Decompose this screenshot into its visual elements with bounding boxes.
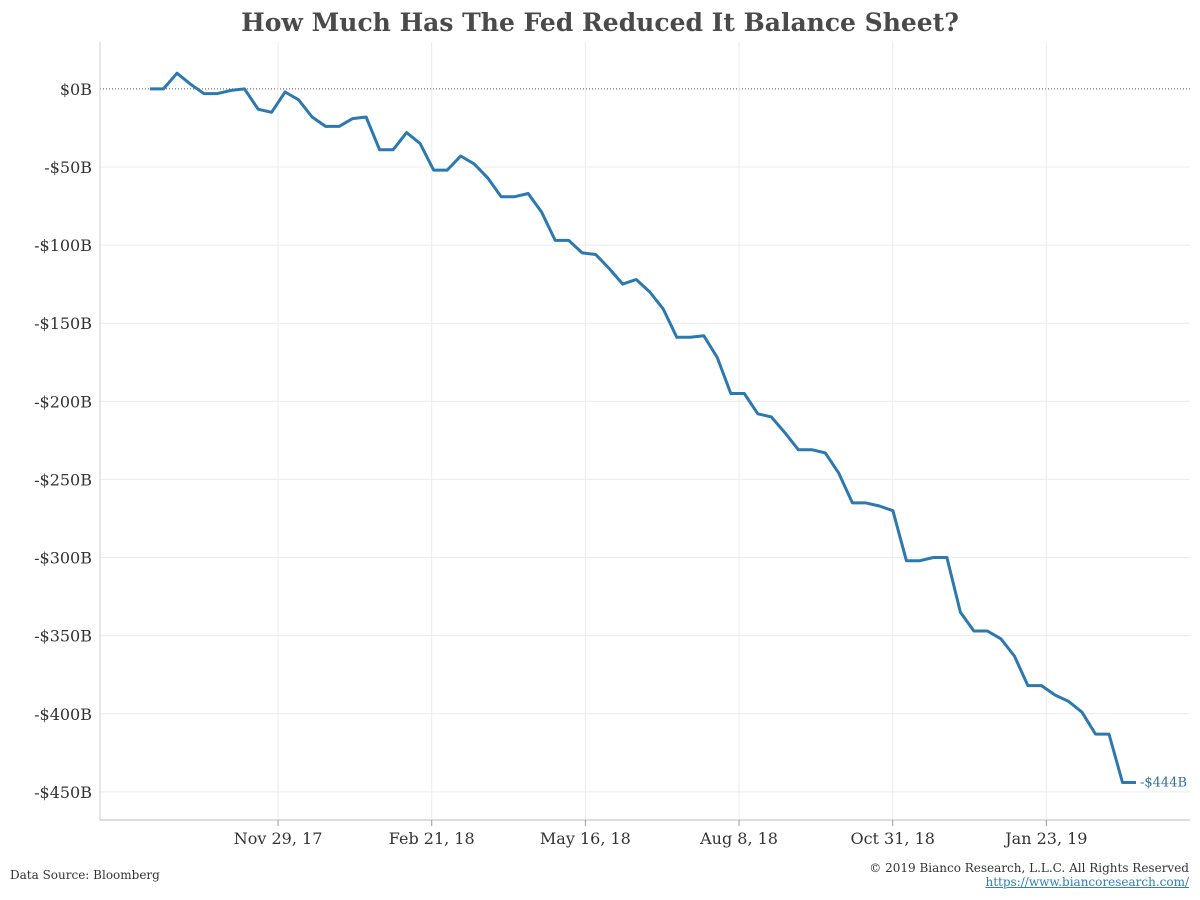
y-tick-label: -$50B (44, 158, 92, 177)
data-source-label: Data Source: Bloomberg (10, 868, 160, 882)
series-line (150, 71, 1136, 784)
x-tick-label: Feb 21, 18 (389, 829, 475, 848)
x-tick-label: Oct 31, 18 (850, 829, 934, 848)
copyright-label: © 2019 Bianco Research, L.L.C. All Right… (869, 861, 1189, 875)
x-axis-ticks: Nov 29, 17 Feb 21, 18 May 16, 18 Aug 8, 18 O… (234, 820, 1087, 848)
x-tick-label: May 16, 18 (540, 829, 631, 848)
grid-lines (100, 42, 1190, 820)
x-tick-label: Nov 29, 17 (234, 829, 323, 848)
y-tick-label: -$100B (34, 236, 92, 255)
y-tick-label: -$250B (34, 470, 92, 489)
y-tick-label: -$150B (34, 314, 92, 333)
series-group: -$444B (150, 71, 1187, 791)
y-tick-label: -$300B (34, 549, 92, 568)
axes (99, 42, 1190, 821)
x-tick-label: Jan 23, 19 (1003, 829, 1087, 848)
end-value-label: -$444B (1140, 776, 1187, 791)
x-tick-label: Aug 8, 18 (699, 829, 778, 848)
y-tick-label: -$400B (34, 705, 92, 724)
y-tick-label: -$450B (34, 783, 92, 802)
y-axis-ticks: $0B -$50B -$100B -$150B -$200B -$250B -$300B -$… (34, 80, 92, 802)
y-tick-label: $0B (60, 80, 92, 99)
y-tick-label: -$350B (34, 627, 92, 646)
website-link[interactable]: https://www.biancoresearch.com/ (985, 875, 1189, 889)
y-tick-label: -$200B (34, 392, 92, 411)
chart-title: How Much Has The Fed Reduced It Balance … (241, 8, 959, 37)
